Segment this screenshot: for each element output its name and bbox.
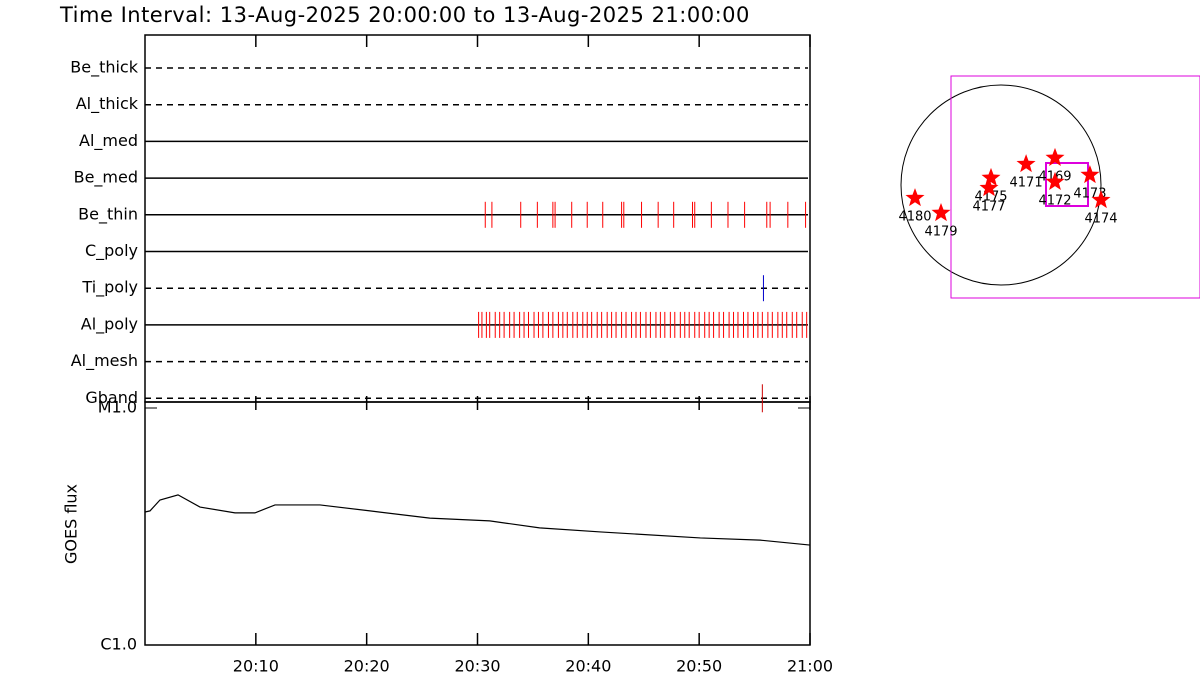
goes-curve — [144, 494, 811, 546]
x-tick-label: 20:10 — [233, 657, 279, 676]
chart-title: Time Interval: 13-Aug-2025 20:00:00 to 1… — [59, 3, 750, 27]
region-star — [1045, 171, 1065, 190]
y-tick-label: C1.0 — [100, 635, 137, 654]
x-tick-label: 20:50 — [676, 657, 722, 676]
y-axis-label: GOES flux — [62, 484, 81, 564]
row-label: Gband — [85, 388, 138, 407]
x-tick-label: 20:40 — [565, 657, 611, 676]
row-label: Al_mesh — [71, 351, 138, 371]
region-label: 4177 — [972, 200, 1005, 215]
region-star — [931, 203, 951, 222]
region-label: 4171 — [1010, 176, 1043, 191]
region-star — [1045, 147, 1065, 166]
x-tick-label: 20:30 — [454, 657, 500, 676]
target-box — [1045, 162, 1089, 207]
region-star — [1016, 154, 1036, 173]
row-label: Be_thin — [78, 204, 138, 224]
solar-disk — [900, 84, 1102, 286]
row-label: Al_poly — [81, 314, 138, 334]
region-star — [905, 188, 925, 207]
field-of-view — [950, 75, 1200, 299]
region-star — [1091, 190, 1111, 209]
goes-frame — [144, 401, 811, 646]
region-label: 4180 — [898, 210, 931, 225]
row-label: Be_med — [74, 168, 138, 188]
region-star — [1080, 165, 1100, 184]
row-label: Be_thick — [70, 58, 138, 78]
row-label: Al_thick — [76, 94, 139, 114]
timeline-frame — [144, 34, 811, 403]
x-tick-label: 21:00 — [787, 657, 833, 676]
region-star — [981, 167, 1001, 186]
region-label: 4175 — [974, 189, 1007, 204]
row-label: C_poly — [85, 241, 138, 261]
region-label: 4179 — [924, 225, 957, 240]
x-tick-label: 20:20 — [344, 657, 390, 676]
region-star — [979, 178, 999, 197]
region-label: 4172 — [1038, 193, 1071, 208]
row-label: Ti_poly — [81, 278, 138, 298]
row-label: Al_med — [79, 131, 138, 151]
region-label: 4174 — [1084, 212, 1117, 227]
y-tick-label: M1.0 — [98, 398, 137, 417]
